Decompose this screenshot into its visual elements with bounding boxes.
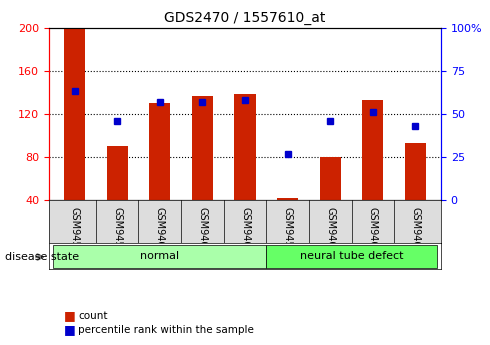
Text: count: count	[78, 312, 108, 321]
Bar	[192, 96, 213, 200]
Text: normal: normal	[140, 251, 179, 261]
FancyBboxPatch shape	[266, 245, 437, 268]
Text: ■: ■	[64, 323, 75, 336]
Text: ■: ■	[64, 309, 75, 322]
Bar	[64, 28, 85, 200]
FancyBboxPatch shape	[53, 245, 266, 268]
Text: GSM94602: GSM94602	[411, 207, 420, 259]
Text: GSM94604: GSM94604	[197, 207, 207, 259]
Bar	[149, 103, 171, 200]
Bar	[319, 157, 341, 200]
Text: GSM94598: GSM94598	[70, 207, 79, 259]
Bar	[234, 95, 256, 200]
Text: GSM94605: GSM94605	[240, 207, 250, 259]
Text: disease state: disease state	[5, 252, 79, 262]
Text: GSM94603: GSM94603	[155, 207, 165, 259]
Text: neural tube defect: neural tube defect	[300, 251, 403, 261]
Text: GSM94597: GSM94597	[283, 207, 293, 259]
Title: GDS2470 / 1557610_at: GDS2470 / 1557610_at	[164, 11, 326, 25]
Bar	[362, 100, 384, 200]
Bar	[106, 146, 128, 200]
Bar	[405, 143, 426, 200]
Text: percentile rank within the sample: percentile rank within the sample	[78, 325, 254, 335]
Text: GSM94601: GSM94601	[368, 207, 378, 259]
Text: GSM94600: GSM94600	[325, 207, 335, 259]
Text: GSM94599: GSM94599	[112, 207, 122, 259]
Bar	[277, 198, 298, 200]
